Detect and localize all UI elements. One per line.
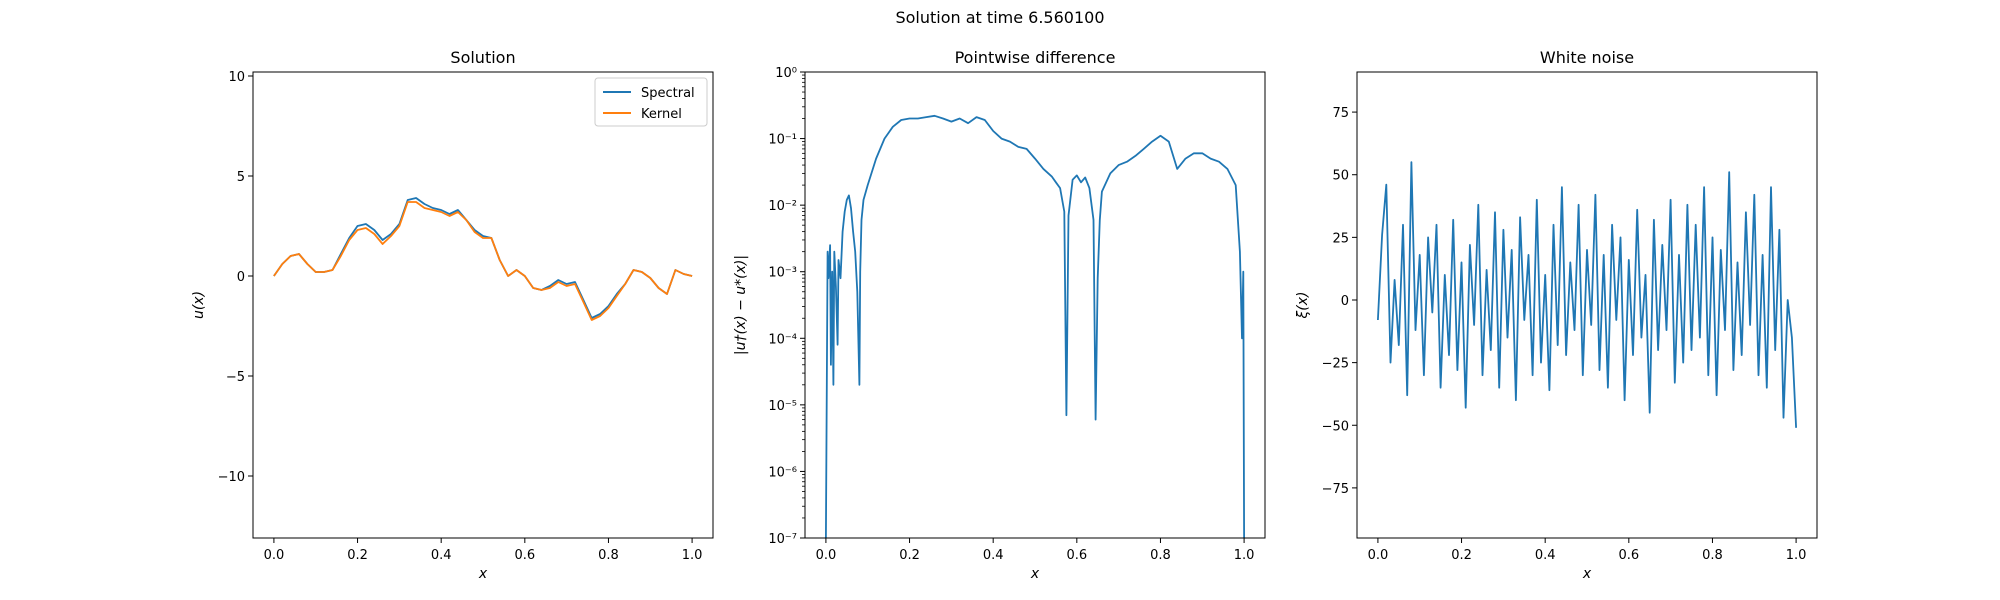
- y-tick-label: 50: [1332, 169, 1349, 184]
- x-axis-label-pointwise-difference: x: [1030, 566, 1040, 582]
- legend-label-spectral: Spectral: [641, 86, 695, 101]
- x-tick-label: 1.0: [682, 548, 703, 563]
- y-tick-label: 10⁻⁷: [768, 532, 797, 547]
- axes-frame-pointwise-difference: [804, 71, 1266, 539]
- x-tick-label: 0.4: [1535, 548, 1556, 563]
- x-tick-label: 1.0: [1234, 548, 1255, 563]
- y-tick-label: −10: [218, 470, 245, 485]
- y-tick-label: 10⁻³: [768, 266, 797, 281]
- panel-pointwise-difference: Pointwise difference 0.0 0.2 0.4 0.6 0.8 1.0 1…: [733, 48, 1266, 582]
- legend-label-kernel: Kernel: [641, 107, 682, 122]
- y-tick-label: 10⁻⁴: [768, 332, 797, 347]
- x-axis-label-solution: x: [478, 566, 488, 582]
- y-tick-label: 10⁻²: [768, 199, 797, 214]
- y-tick-label: 10: [228, 70, 245, 85]
- series-line-kernel: [273, 201, 693, 321]
- x-tick-label: 0.0: [1368, 548, 1389, 563]
- y-tick-label: 10⁻¹: [768, 133, 797, 148]
- x-tick-label: 0.4: [983, 548, 1004, 563]
- y-tick-label: −50: [1322, 419, 1349, 434]
- x-tick-label: 0.8: [1150, 548, 1171, 563]
- panel-title-white-noise: White noise: [1540, 48, 1634, 67]
- x-tick-label: 0.8: [1702, 548, 1723, 563]
- panel-title-pointwise-difference: Pointwise difference: [955, 48, 1116, 67]
- series-line-panel2: [825, 114, 1245, 538]
- x-tick-label: 0.0: [264, 548, 285, 563]
- panel-solution: Solution 0.0 0.2 0.4 0.6 0.8 1.0 −10 −5 0 5 10 x u…: [191, 48, 714, 582]
- panel-title-solution: Solution: [450, 48, 515, 67]
- y-tick-label: 0: [237, 270, 245, 285]
- axes-frame-white-noise: [1356, 71, 1818, 539]
- y-tick-label: 0: [1341, 294, 1349, 309]
- x-tick-label: 0.6: [514, 548, 535, 563]
- y-axis-label-pointwise-difference: |u†(x) − u*(x)|: [733, 255, 749, 355]
- x-tick-label: 1.0: [1786, 548, 1807, 563]
- y-tick-label: 75: [1332, 106, 1349, 121]
- panel-white-noise: White noise 0.0 0.2 0.4 0.6 0.8 1.0 −75 −50 −25 0…: [1295, 48, 1818, 582]
- x-tick-label: 0.0: [816, 548, 837, 563]
- axes-frame-solution: [252, 71, 714, 539]
- x-tick-label: 0.8: [598, 548, 619, 563]
- y-axis-label-solution: u(x): [191, 291, 207, 319]
- x-tick-label: 0.6: [1618, 548, 1639, 563]
- x-tick-label: 0.2: [347, 548, 368, 563]
- legend: Spectral Kernel: [594, 77, 708, 127]
- series-line-panel3: [1377, 161, 1797, 428]
- y-tick-label: −25: [1322, 357, 1349, 372]
- y-tick-label: 10⁻⁶: [768, 465, 797, 480]
- y-axis-label-white-noise: ξ(x): [1295, 291, 1311, 319]
- y-tick-label: 5: [237, 170, 245, 185]
- y-tick-label: −5: [226, 370, 245, 385]
- figure-suptitle: Solution at time 6.560100: [895, 8, 1105, 27]
- y-tick-label: 10⁰: [775, 66, 797, 81]
- y-tick-label: −75: [1322, 482, 1349, 497]
- series-line-spectral: [273, 197, 693, 319]
- x-axis-label-white-noise: x: [1582, 566, 1592, 582]
- y-tick-label: 10⁻⁵: [768, 399, 797, 414]
- x-tick-label: 0.2: [1451, 548, 1472, 563]
- x-tick-label: 0.6: [1066, 548, 1087, 563]
- x-tick-label: 0.2: [899, 548, 920, 563]
- y-tick-label: 25: [1332, 231, 1349, 246]
- x-tick-label: 0.4: [431, 548, 452, 563]
